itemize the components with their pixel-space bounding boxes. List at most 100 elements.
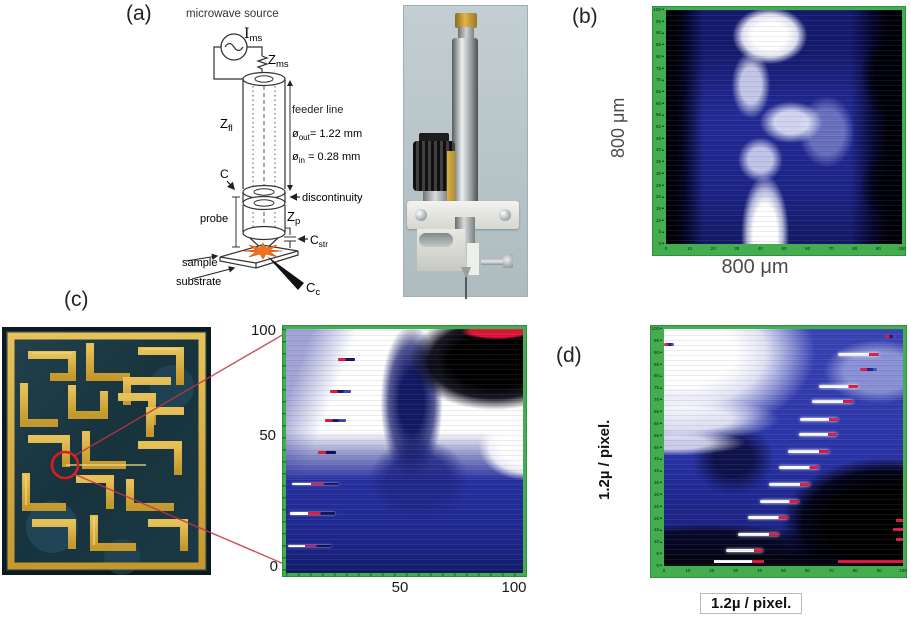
scan-d-ylabel: 1.2µ / pixel. (596, 419, 613, 501)
photo-brass-connector (455, 13, 477, 28)
tick-label: 20 (656, 194, 664, 200)
scan-b-xlabel: 800 μm (721, 256, 789, 278)
photo-probe-needle (465, 277, 467, 299)
tick-label: 15 (656, 206, 664, 212)
bar (788, 449, 829, 453)
tick-label: 5 (658, 230, 664, 235)
tick-label: 40 (757, 568, 763, 573)
tick-label: 100 (898, 246, 906, 251)
probe-label: probe (200, 213, 228, 225)
marker (289, 512, 335, 515)
photo-probe-shaft (452, 38, 478, 218)
tick-label: 25 (654, 504, 662, 510)
c-label: C (220, 167, 229, 181)
bar (726, 549, 764, 553)
tick-label: 0 (656, 563, 662, 569)
tick-label: 70 (828, 568, 834, 573)
scan-b-y-ticks: 100 95 90 85 80 75 70 65 60 55 50 45 40 35 30 25 20 15 10 5… (652, 7, 666, 245)
tick-label: 70 (654, 397, 662, 403)
tick-label: 75 (654, 385, 662, 391)
tick-label: 50 (780, 568, 787, 573)
tick-label: 95 (656, 19, 664, 24)
scan-c-y-100: 100 (250, 322, 276, 339)
scan-b-x-ticks: 0 10 20 30 40 50 60 70 80 90 100 (665, 244, 906, 256)
tick-label: 90 (876, 568, 882, 573)
tick-label: 60 (805, 246, 811, 251)
tick-label: 30 (733, 568, 739, 573)
tick-label: 80 (852, 246, 858, 251)
marker (338, 358, 355, 361)
tick-label: 35 (654, 480, 662, 486)
zfl-label: Zfl (220, 116, 233, 134)
discontinuity-ring (242, 195, 286, 211)
tick-label: 80 (656, 54, 664, 60)
discontinuity-label: discontinuity (302, 192, 363, 204)
bar (799, 433, 838, 437)
scan-c-image (286, 329, 523, 573)
tick-label: 50 (781, 246, 787, 251)
tick-label: 30 (734, 246, 740, 251)
tick-label: 40 (757, 246, 763, 251)
tick-label: 45 (656, 136, 664, 141)
substrate-label: substrate (176, 276, 221, 288)
tick-label: 20 (710, 246, 716, 251)
tick-label: 50 (654, 445, 662, 450)
ims-label: Ims (244, 26, 262, 44)
bar (714, 560, 753, 564)
cstr-label: Cstr (310, 233, 328, 249)
bar (812, 400, 853, 404)
tick-label: 75 (656, 66, 664, 71)
zoom-region-circle (50, 450, 80, 480)
bar (778, 466, 820, 470)
scan-c-y-0: 0 (269, 558, 278, 575)
tick-label: 25 (656, 183, 664, 188)
tick-label: 10 (656, 218, 664, 223)
scan-b-frame: 100 95 90 85 80 75 70 65 60 55 50 45 40 35 30 25 20 15 10 5… (652, 6, 906, 256)
sample-label: sample (182, 257, 217, 269)
bar (885, 334, 896, 338)
tick-label: 70 (656, 77, 664, 83)
bar (895, 518, 903, 522)
tick-label: 55 (654, 433, 662, 438)
scan-b-ylabel: 800 μm (608, 97, 628, 159)
tick-label: 20 (709, 568, 715, 573)
diameter-out-label: øout= 1.22 mm (292, 128, 362, 142)
bar (859, 368, 877, 372)
probe-schematic: microwave source Ims Zms Zfl feeder line… (176, 8, 363, 298)
panel-d-label: (d) (556, 344, 582, 367)
probe-bracket (232, 196, 240, 248)
tick-label: 95 (654, 338, 662, 344)
tick-label: 0 (662, 568, 666, 573)
probe-photo (403, 5, 528, 299)
tick-label: 55 (656, 113, 664, 118)
bar (800, 417, 839, 421)
tick-label: 100 (653, 7, 664, 13)
feeder-top-ellipse (242, 71, 286, 87)
tick-label: 90 (654, 350, 662, 355)
scan-d-y-ticks: 100 95 90 85 80 75 70 65 60 55 50 45 40 35 30 25 20 15 10 5… (650, 326, 664, 569)
scan-c-x-100: 100 (501, 579, 527, 596)
tick-label: 45 (654, 457, 662, 462)
zms-label: Zms (268, 52, 289, 70)
sine-icon (224, 42, 244, 52)
tick-label: 20 (654, 516, 662, 521)
marker (317, 451, 336, 454)
bar (819, 384, 858, 388)
tick-label: 65 (656, 89, 664, 95)
tick-label: 65 (654, 409, 662, 415)
tick-label: 90 (875, 246, 881, 251)
tick-label: 40 (656, 148, 664, 153)
probe-ring (242, 225, 286, 241)
bar (759, 499, 800, 503)
marker (329, 390, 352, 393)
marker (325, 419, 347, 422)
tick-label: 10 (687, 246, 693, 251)
photo-yellow-rod (447, 151, 455, 209)
tick-label: 80 (852, 568, 858, 573)
tick-label: 5 (656, 551, 662, 557)
bar (747, 516, 789, 520)
bar (738, 532, 779, 536)
bar (752, 560, 765, 564)
tick-label: 100 (651, 326, 662, 332)
tick-label: 90 (656, 31, 664, 36)
